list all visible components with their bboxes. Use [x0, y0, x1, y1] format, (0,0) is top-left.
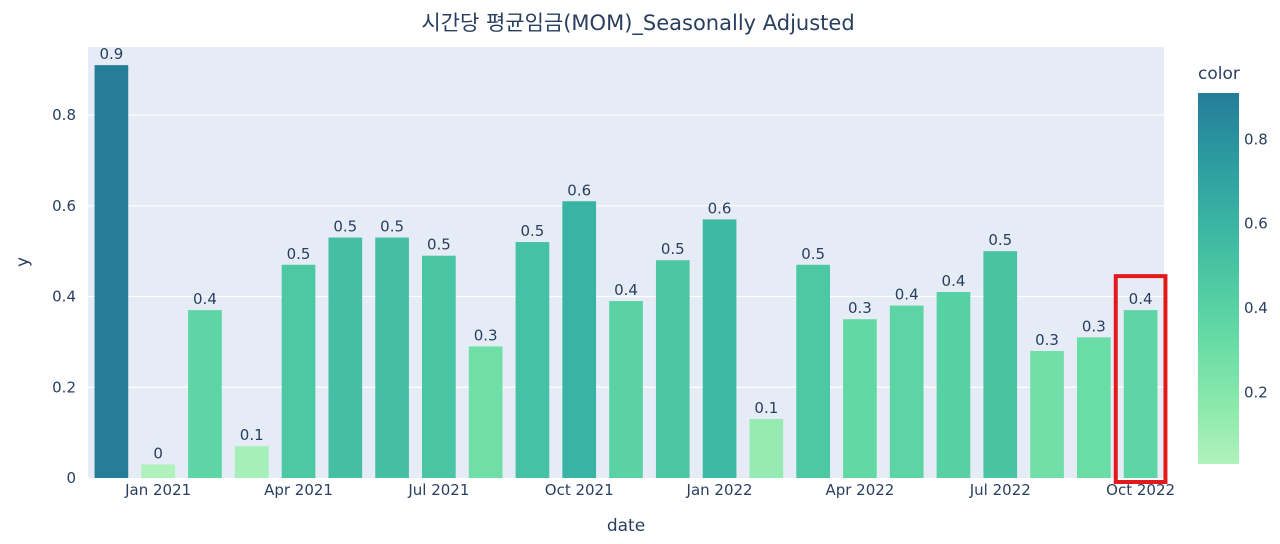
y-tick-label: 0.6	[52, 197, 76, 215]
bar	[234, 446, 269, 478]
bar-label: 0.5	[333, 218, 357, 236]
bar-label: 0.5	[427, 236, 451, 254]
bar-label: 0.4	[193, 290, 217, 308]
bar	[468, 346, 503, 478]
y-tick-label: 0.8	[52, 106, 76, 124]
bar	[655, 260, 690, 478]
x-axis-title: date	[607, 516, 645, 536]
bar	[328, 237, 363, 478]
bar-label: 0.3	[474, 326, 498, 344]
bar-label: 0.5	[380, 218, 404, 236]
y-tick-label: 0	[66, 469, 76, 487]
bar	[422, 255, 456, 478]
bar	[1076, 337, 1111, 478]
bar	[515, 242, 550, 478]
bar	[889, 305, 924, 478]
y-tick-label: 0.2	[52, 378, 76, 396]
bar-label: 0.3	[1035, 331, 1059, 349]
x-tick-label: Oct 2022	[1106, 481, 1175, 499]
bar-label: 0.4	[942, 272, 966, 290]
bar-label: 0.5	[661, 240, 685, 258]
x-tick-label: Jul 2021	[407, 481, 469, 499]
bar	[141, 464, 176, 478]
bar	[983, 251, 1018, 478]
colorbar	[1198, 93, 1239, 464]
bar-label: 0.4	[614, 281, 638, 299]
bar-label: 0.5	[521, 222, 545, 240]
bar	[843, 319, 877, 478]
x-tick-label: Apr 2022	[825, 481, 894, 499]
bar-labels: 0.9 0 0.4 0.1 0.5 0.5 0.5 0.5 0.3 0.5 0.6 0.4 0.5 0.6…	[99, 45, 1152, 462]
bar	[749, 419, 784, 478]
bar-label: 0.4	[895, 286, 919, 304]
bar-label: 0.6	[708, 199, 732, 217]
colorbar-tick-label: 0.8	[1244, 130, 1268, 148]
bar-label: 0.1	[754, 399, 778, 417]
bar-label: 0.3	[1082, 317, 1106, 335]
bar	[375, 237, 409, 478]
bar-label: 0.5	[988, 231, 1012, 249]
x-tick-label: Jan 2021	[124, 481, 191, 499]
bar	[796, 264, 830, 478]
bar-label: 0.1	[240, 426, 264, 444]
bar-label: 0.6	[567, 181, 591, 199]
bar	[188, 310, 222, 478]
bar	[281, 264, 316, 478]
highlight-box	[1113, 274, 1168, 484]
bar-label: 0.5	[801, 245, 825, 263]
bar-label: 0.9	[99, 45, 123, 63]
bar	[1123, 310, 1158, 478]
bar	[562, 201, 597, 478]
bar-label: 0.5	[287, 245, 311, 263]
bar-label: 0	[153, 444, 163, 462]
x-tick-label: Oct 2021	[545, 481, 614, 499]
x-axis-ticks: Jan 2021 Apr 2021 Jul 2021 Oct 2021 Jan 2022…	[124, 481, 1175, 499]
colorbar-ticks: 0.2 0.4 0.6 0.8	[1244, 130, 1268, 401]
y-tick-label: 0.4	[52, 288, 76, 306]
colorbar-tick-label: 0.2	[1244, 383, 1268, 401]
bar	[702, 219, 737, 478]
bar-label: 0.4	[1129, 290, 1153, 308]
x-tick-label: Jan 2022	[686, 481, 753, 499]
y-axis-title: y	[13, 257, 33, 267]
bar	[94, 65, 129, 478]
bar	[1030, 350, 1064, 478]
bar-label: 0.3	[848, 299, 872, 317]
x-tick-label: Apr 2021	[264, 481, 333, 499]
bar	[609, 301, 643, 478]
colorbar-title: color	[1198, 64, 1240, 84]
x-tick-label: Jul 2022	[969, 481, 1031, 499]
colorbar-tick-label: 0.6	[1244, 215, 1268, 233]
bars	[94, 65, 1158, 478]
bar	[936, 291, 971, 478]
colorbar-tick-label: 0.4	[1244, 299, 1268, 317]
y-axis-ticks: 0 0.2 0.4 0.6 0.8	[52, 106, 76, 487]
chart-title: 시간당 평균임금(MOM)_Seasonally Adjusted	[421, 11, 854, 36]
